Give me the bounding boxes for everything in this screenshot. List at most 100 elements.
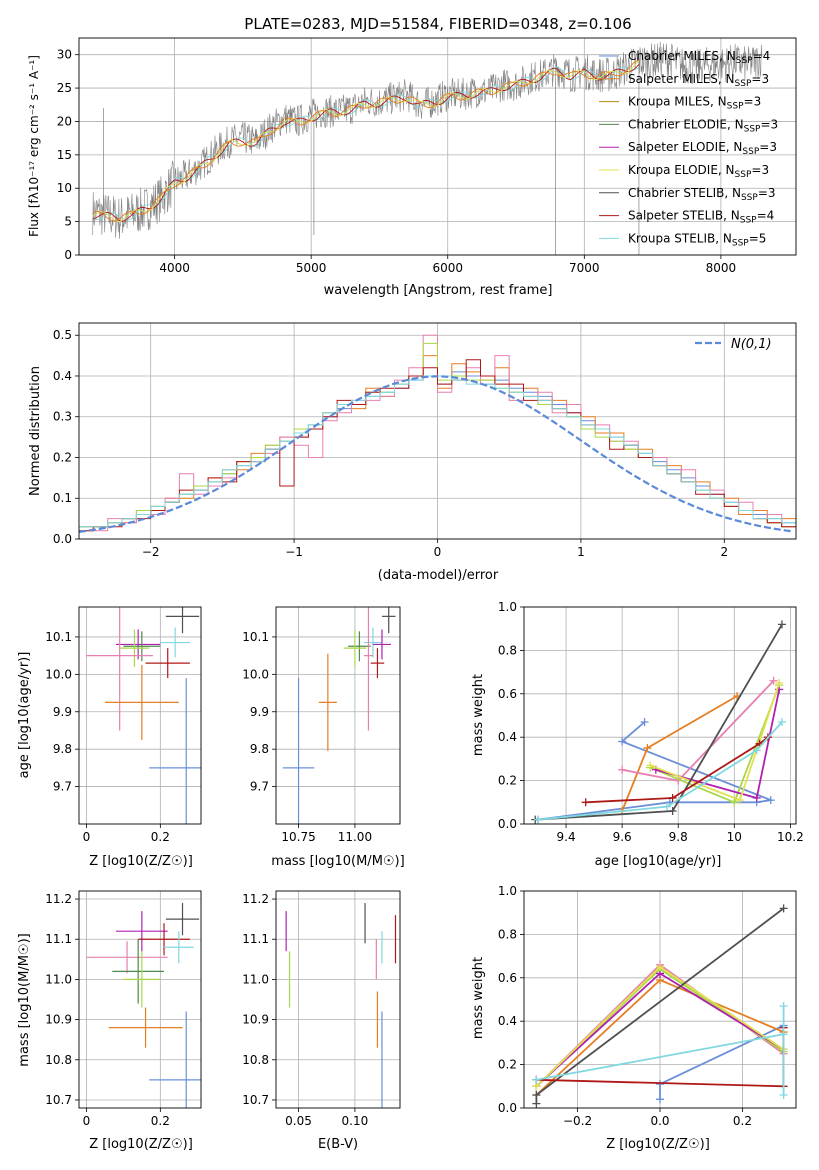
series-marker-chabrier_miles xyxy=(656,1080,664,1089)
series-marker-kroupa_stelib xyxy=(663,802,672,811)
spectrum-data-line xyxy=(92,41,763,239)
age_vs_mass-ytick-label: 10.1 xyxy=(242,630,269,644)
legend-subscript: SSP xyxy=(735,170,752,180)
age-mass-xlabel: mass [log10(M/M☉)] xyxy=(271,854,404,869)
age_vs_Z-axes: 0 0.2 9.7 9.8 9.9 10.0 10.1 xyxy=(45,607,201,844)
weight_vs_age-ytick-label: 1.0 xyxy=(498,600,517,614)
residuals-xtick-label: −1 xyxy=(285,545,303,559)
weight_vs_age-plot-area xyxy=(531,620,786,824)
mass_vs_ebv-plot-area xyxy=(285,903,397,1108)
residuals-xtick-label: 1 xyxy=(577,545,585,559)
age_vs_Z-xtick-label: 0 xyxy=(83,830,91,844)
weight_vs_Z-frame xyxy=(523,890,797,1109)
spectrum-ytick-label: 25 xyxy=(57,81,72,95)
mass-z-ylabel: mass [log10(M/M☉)] xyxy=(17,933,32,1066)
residuals-xtick-label: −2 xyxy=(142,545,160,559)
legend-label-kroupa_elodie: Kroupa ELODIE, NSSP=3 xyxy=(628,163,769,180)
legend-subscript: SSP xyxy=(741,193,758,203)
mass-z-xlabel: Z [log10(Z/Z☉)] xyxy=(89,1137,193,1152)
series-marker-chabrier_miles xyxy=(656,1095,664,1104)
histogram-kroupa_stelib xyxy=(79,375,796,539)
legend-suffix: =3 xyxy=(759,140,777,154)
series-marker-salpeter_miles xyxy=(643,744,652,753)
mass_vs_Z-ytick-label: 11.2 xyxy=(45,892,72,906)
spectrum-xtick-label: 4000 xyxy=(159,261,190,275)
age_vs_mass-ytick-label: 10.0 xyxy=(242,667,269,681)
series-marker-kroupa_elodie xyxy=(735,796,744,805)
series-marker-chabrier_stelib xyxy=(777,620,786,629)
mass_vs_ebv-axes: 0.05 0.10 10.7 10.8 10.9 11.0 11.1 11.2 xyxy=(242,891,400,1128)
mass_vs_Z-ytick-label: 11.0 xyxy=(45,972,72,986)
residuals-ytick-label: 0.0 xyxy=(53,532,72,546)
legend-label-salpeter_stelib: Salpeter STELIB, NSSP=4 xyxy=(628,209,774,226)
series-marker-chabrier_miles xyxy=(618,737,627,746)
series-marker-kroupa_stelib xyxy=(534,815,543,824)
mass_vs_ebv-xtick-label: 0.10 xyxy=(342,1114,369,1128)
legend-suffix: =4 xyxy=(753,49,771,63)
weight_vs_Z-xtick-label: −0.2 xyxy=(563,1114,592,1128)
age_vs_Z-ytick-label: 10.0 xyxy=(45,667,72,681)
residuals-ytick-label: 0.5 xyxy=(53,328,72,342)
spectrum-ytick-label: 20 xyxy=(57,114,72,128)
weight_vs_age-ytick-label: 0.4 xyxy=(498,730,517,744)
age_vs_mass-ytick-label: 9.8 xyxy=(250,742,269,756)
weight_vs_age-frame xyxy=(523,606,797,825)
legend-normal-label: N(0,1) xyxy=(731,337,772,352)
age_vs_mass-plot-area xyxy=(282,607,396,824)
age_vs_mass-ytick-label: 9.9 xyxy=(250,705,269,719)
mass_vs_Z-frame xyxy=(78,890,202,1109)
weight_vs_age-ytick-label: 0.6 xyxy=(498,687,517,701)
age-z-ylabel: age [log10(age/yr)] xyxy=(17,652,32,779)
series-marker-kroupa_stelib xyxy=(779,1002,788,1011)
mass_vs_ebv-ytick-label: 10.7 xyxy=(242,1093,269,1107)
residuals-ylabel: Normed distribution xyxy=(28,366,43,496)
series-marker-chabrier_stelib xyxy=(668,806,677,815)
series-marker-kroupa_stelib xyxy=(532,1075,541,1084)
mass_vs_ebv-frame xyxy=(275,890,401,1109)
spectrum-axes: 4000 5000 6000 7000 8000 0 5 10 15 20 25 30 xyxy=(57,38,796,275)
series-marker-chabrier_stelib xyxy=(532,1090,541,1099)
age_vs_Z-frame xyxy=(78,606,202,825)
mass_vs_Z-plot-area xyxy=(86,903,201,1108)
legend-suffix: =3 xyxy=(760,117,778,131)
mass_vs_ebv-ytick-label: 11.2 xyxy=(242,892,269,906)
series-line-kroupa_stelib xyxy=(536,1006,785,1095)
spectrum-model-kroupa_stelib xyxy=(92,66,640,221)
mass_vs_Z-ytick-label: 10.9 xyxy=(45,1013,72,1027)
weight_vs_Z-ytick-label: 0.2 xyxy=(498,1058,517,1072)
series-marker-kroupa_elodie xyxy=(656,962,664,971)
residuals-ytick-label: 0.1 xyxy=(53,491,72,505)
weight-z-ylabel: mass weight xyxy=(471,957,486,1039)
spectrum-ytick-label: 15 xyxy=(57,148,72,162)
series-marker-chabrier_stelib xyxy=(779,904,788,913)
legend-subscript: SSP xyxy=(735,79,752,89)
weight_vs_age-xtick-label: 10 xyxy=(727,830,742,844)
spectrum-xtick-label: 6000 xyxy=(432,261,463,275)
legend-label-chabrier_elodie: Chabrier ELODIE, NSSP=3 xyxy=(628,117,778,134)
spectrum-model-salpeter_miles xyxy=(92,59,640,222)
age_vs_Z-ytick-label: 10.1 xyxy=(45,630,72,644)
weight_vs_age-xtick-label: 10.2 xyxy=(777,830,804,844)
spectrum-title: PLATE=0283, MJD=51584, FIBERID=0348, z=0… xyxy=(244,15,631,33)
spectrum-frame xyxy=(78,37,797,256)
spectrum-xlabel: wavelength [Angstrom, rest frame] xyxy=(324,283,553,298)
series-marker-kroupa_elodie xyxy=(646,761,655,770)
age_vs_Z-ytick-label: 9.7 xyxy=(53,780,72,794)
legend-suffix: =4 xyxy=(757,209,775,223)
legend-label-chabrier_miles: Chabrier MILES, NSSP=4 xyxy=(628,49,770,66)
mass_vs_Z-xtick-label: 0.2 xyxy=(151,1114,170,1128)
age_vs_mass-xtick-label: 10.75 xyxy=(281,830,315,844)
series-marker-kroupa_elodie xyxy=(775,678,784,687)
mass_vs_Z-ytick-label: 10.7 xyxy=(45,1093,72,1107)
spectrum-ytick-label: 5 xyxy=(64,215,72,229)
age_vs_mass-ytick-label: 9.7 xyxy=(250,780,269,794)
series-marker-pink xyxy=(769,676,778,685)
mass_vs_Z-ytick-label: 11.1 xyxy=(45,932,72,946)
weight_vs_Z-xtick-label: 0.2 xyxy=(733,1114,752,1128)
legend-subscript: SSP xyxy=(742,147,759,157)
age_vs_Z-xtick-label: 0.2 xyxy=(151,830,170,844)
mass_vs_ebv-ytick-label: 10.8 xyxy=(242,1053,269,1067)
spectrum-ytick-label: 10 xyxy=(57,181,72,195)
legend-subscript: SSP xyxy=(727,102,744,112)
